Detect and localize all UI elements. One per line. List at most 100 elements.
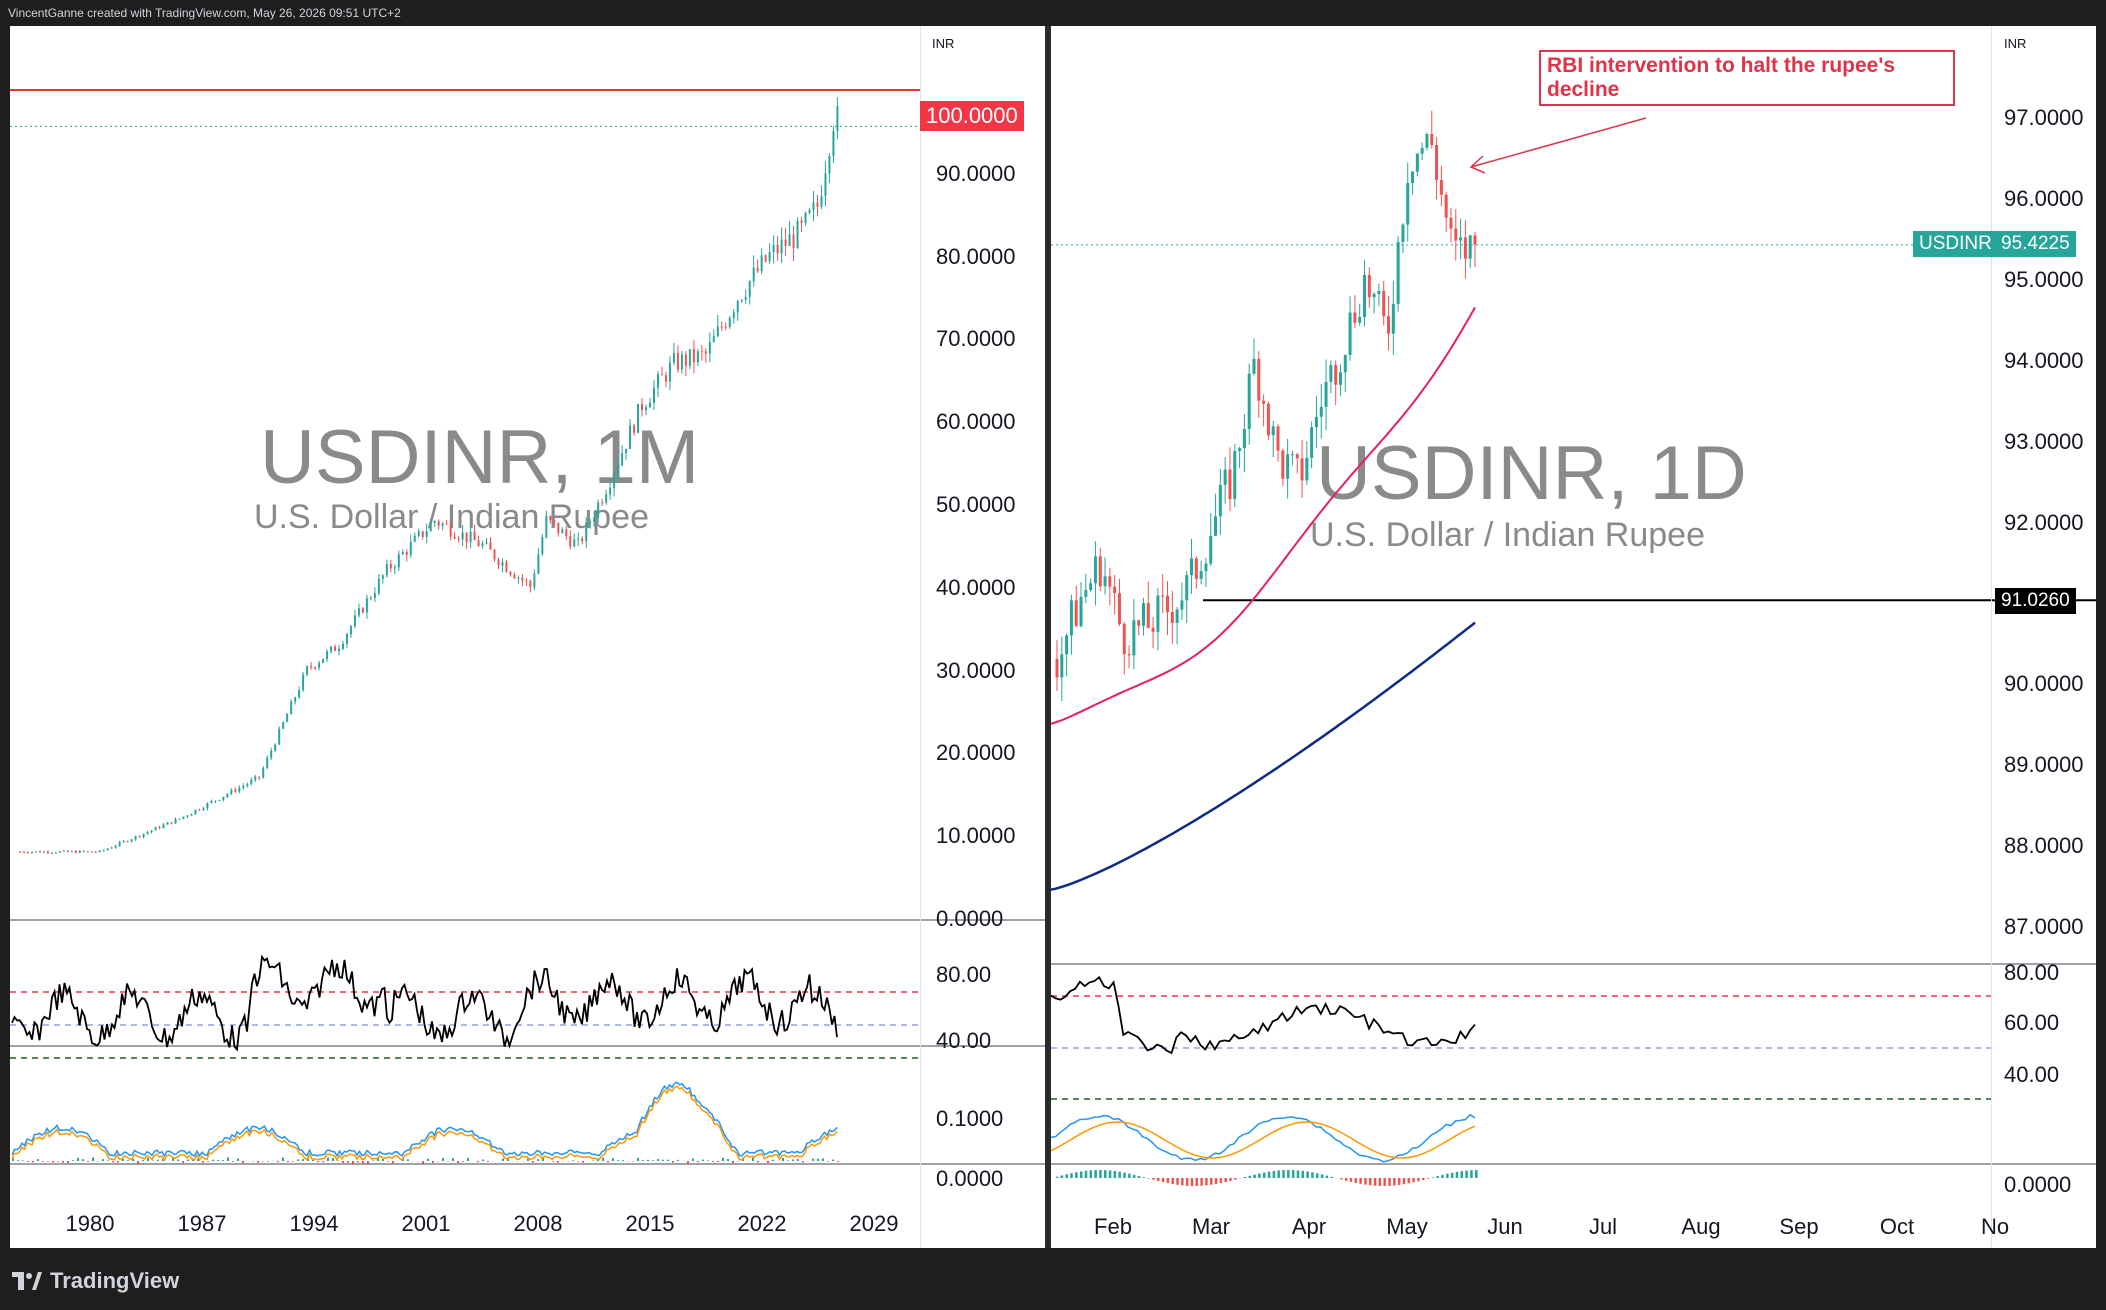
left-macd-histogram-bar: [217, 1159, 219, 1161]
annotation-arrow-line: [1470, 117, 1647, 168]
left-macd-histogram-bar: [487, 1161, 489, 1162]
left-candle-body: [437, 521, 440, 526]
right-candle-body: [1218, 484, 1222, 517]
left-macd-histogram-bar: [452, 1158, 454, 1161]
left-chart-panel[interactable]: USDINR, 1M U.S. Dollar / Indian Rupee IN…: [10, 26, 1045, 1248]
left-macd-histogram-bar: [422, 1161, 424, 1164]
right-y-tick: 96.0000: [2004, 185, 2084, 211]
right-currency-label: INR: [2004, 36, 2027, 51]
left-macd-histogram-bar: [677, 1159, 679, 1161]
left-macd-histogram-bar: [112, 1161, 114, 1163]
right-macd-histogram-bar: [1282, 1170, 1285, 1178]
right-macd-histogram-bar: [1287, 1170, 1290, 1178]
left-candle-body: [613, 474, 616, 488]
left-candle-body: [780, 239, 783, 254]
left-candle-body: [425, 531, 428, 537]
right-candle-body: [1271, 426, 1275, 436]
right-x-tick: Jul: [1588, 1214, 1618, 1239]
left-candle-body: [672, 352, 675, 363]
left-candle-body: [250, 779, 253, 784]
left-candle-body: [397, 554, 400, 568]
left-macd-histogram-bar: [207, 1161, 209, 1162]
right-macd-histogram-bar: [1104, 1170, 1107, 1178]
left-candle-body: [66, 850, 69, 852]
left-macd-histogram-bar: [227, 1157, 229, 1161]
left-macd-histogram-bar: [257, 1161, 259, 1163]
right-x-tick: Apr: [1291, 1214, 1327, 1239]
right-macd-histogram-bar: [1229, 1178, 1232, 1181]
left-candle-body: [337, 648, 340, 651]
left-candle-body: [561, 529, 564, 534]
left-candle-body: [493, 549, 496, 560]
right-candle-body: [1435, 144, 1439, 180]
right-candle-body: [1377, 290, 1381, 295]
right-macd-histogram-bar: [1123, 1172, 1126, 1178]
left-macd-histogram-bar: [252, 1161, 254, 1162]
left-candle-body: [198, 809, 201, 811]
right-macd-histogram-bar: [1094, 1170, 1097, 1178]
right-macd-histogram-bar: [1166, 1178, 1170, 1184]
left-chart-svg: [10, 89, 1045, 1165]
right-candle-body: [1180, 600, 1184, 610]
right-candle-body: [1151, 627, 1155, 632]
left-candle-body: [19, 851, 21, 853]
left-macd-histogram-bar: [642, 1160, 644, 1161]
left-macd-histogram-bar: [327, 1157, 329, 1161]
left-macd-histogram-bar: [667, 1159, 669, 1161]
left-macd-histogram-bar: [482, 1159, 484, 1161]
right-candle-body: [1214, 516, 1218, 536]
right-candle-body: [1358, 317, 1362, 323]
right-macd-histogram-bar: [1369, 1178, 1372, 1186]
left-candle-body: [298, 690, 301, 698]
left-candle-body: [469, 531, 472, 543]
left-candle-body: [54, 852, 57, 854]
left-macd-histogram-bar: [707, 1160, 709, 1161]
left-macd-histogram-bar: [572, 1160, 574, 1161]
right-rsi-tick: 60.00: [2004, 1010, 2060, 1035]
left-macd-histogram-bar: [442, 1157, 444, 1161]
left-candle-body: [784, 239, 787, 246]
tradingview-brand-label: TradingView: [50, 1268, 180, 1293]
right-candle-body: [1084, 589, 1088, 597]
left-candle-body: [716, 326, 719, 337]
left-x-tick: 1987: [177, 1211, 227, 1236]
left-macd-histogram-bar: [827, 1161, 829, 1162]
left-candle-body: [294, 697, 297, 702]
left-macd-histogram-bar: [692, 1158, 694, 1161]
right-candle-body: [1103, 576, 1107, 587]
left-y-tick: 30.0000: [936, 657, 1016, 683]
right-candle-body: [1338, 372, 1342, 385]
right-chart-panel[interactable]: USDINR, 1D U.S. Dollar / Indian Rupee IN…: [1051, 26, 2096, 1248]
left-candle-body: [497, 559, 500, 566]
panel-divider[interactable]: [1045, 26, 1051, 1248]
right-y-tick: 95.0000: [2004, 266, 2084, 292]
left-macd-histogram-bar: [557, 1161, 559, 1163]
left-candle-body: [306, 666, 309, 675]
left-candle-body: [381, 575, 384, 579]
left-candle-body: [449, 524, 452, 537]
left-candle-body: [373, 593, 376, 598]
right-candle-body: [1305, 457, 1309, 481]
right-macd-histogram-bar: [1161, 1178, 1165, 1183]
left-candle-body: [369, 597, 372, 599]
tradingview-brand[interactable]: TradingView: [12, 1268, 179, 1294]
left-candle-body: [688, 349, 691, 366]
right-macd-histogram-bar: [1436, 1176, 1439, 1178]
left-candle-body: [836, 106, 839, 132]
left-candle-body: [218, 799, 221, 801]
right-macd-histogram-bar: [1450, 1172, 1454, 1178]
left-macd-histogram-bar: [717, 1161, 719, 1163]
left-macd-signal-line: [11, 1085, 838, 1162]
left-macd-histogram-bar: [222, 1160, 224, 1161]
left-macd-histogram-bar: [647, 1159, 649, 1161]
right-candle-body: [1391, 303, 1395, 334]
left-candle-body: [597, 502, 600, 518]
left-x-tick: 2001: [401, 1211, 451, 1236]
right-candle-body: [1348, 312, 1352, 355]
right-rsi-line: [1051, 975, 1476, 1055]
left-macd-histogram-bar: [697, 1161, 699, 1163]
left-candle-body: [633, 425, 636, 433]
right-x-tick: Feb: [1094, 1214, 1132, 1239]
right-y-tick: 90.0000: [2004, 671, 2084, 697]
right-ema-short-line: [1051, 306, 1476, 725]
